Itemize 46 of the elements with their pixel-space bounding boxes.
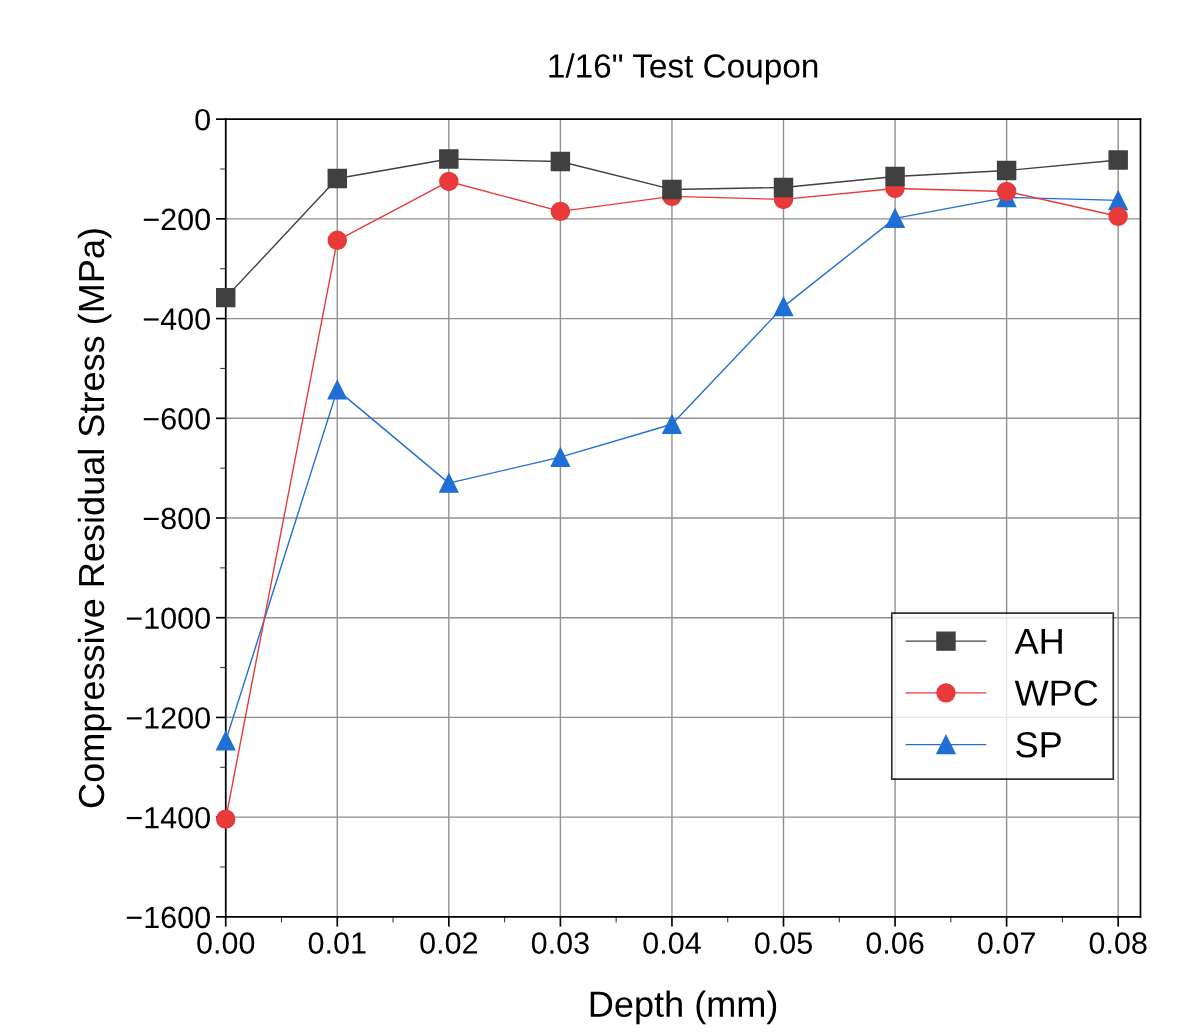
legend-label: SP	[1016, 731, 1061, 758]
point	[1108, 150, 1128, 170]
x-tick-label: 0.06	[866, 932, 924, 954]
point	[996, 160, 1017, 181]
y-tick-label: −600	[143, 408, 210, 430]
point	[327, 168, 347, 189]
point	[550, 201, 571, 222]
y-tick-label: −1200	[126, 707, 210, 729]
y-axis-title: Compressive Residual Stress (MPa)	[77, 229, 112, 808]
point	[215, 731, 236, 751]
point	[439, 149, 459, 169]
point	[215, 809, 236, 829]
point	[327, 380, 347, 400]
legend-label: AH	[1014, 628, 1062, 654]
y-tick-label: −1600	[126, 906, 210, 929]
point	[773, 177, 794, 198]
point	[885, 208, 905, 229]
x-tick-label: 0.01	[308, 932, 366, 954]
point	[215, 287, 236, 308]
point	[662, 414, 682, 434]
point	[773, 296, 794, 317]
y-tick-label: −1400	[126, 806, 210, 829]
x-tick-label: 0.00	[197, 932, 255, 954]
y-tick-label: −1000	[126, 607, 210, 630]
x-tick-label: 0.04	[643, 932, 701, 954]
y-tick-label: −400	[143, 308, 210, 330]
y-tick-label: −200	[143, 208, 210, 231]
chart-title: 1/16" Test Coupon	[549, 53, 818, 85]
point	[996, 181, 1017, 202]
y-tick-label: 0	[195, 108, 210, 131]
x-tick-label: 0.08	[1089, 932, 1147, 954]
x-tick-label: 0.05	[754, 932, 812, 954]
point	[327, 230, 347, 251]
point	[662, 179, 682, 200]
point	[1108, 206, 1128, 227]
x-tick-label: 0.02	[420, 932, 478, 954]
point	[439, 473, 459, 493]
x-tick-label: 0.03	[531, 932, 589, 954]
x-tick-label: 0.07	[978, 932, 1035, 954]
point	[885, 166, 905, 187]
point	[439, 171, 459, 192]
y-tick-label: −800	[143, 507, 210, 530]
point	[550, 447, 571, 467]
x-axis-title: Depth (mm)	[590, 990, 777, 1025]
legend-label: WPC	[1014, 680, 1098, 706]
point	[550, 151, 571, 172]
